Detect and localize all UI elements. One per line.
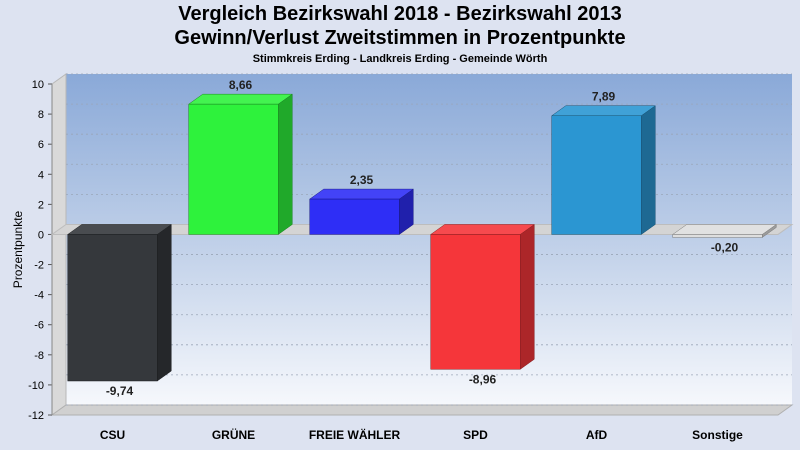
bar-side [641, 105, 656, 235]
data-label: 2,35 [350, 173, 374, 187]
bar [67, 234, 158, 382]
y-tick-label: -12 [28, 410, 44, 422]
x-tick-label: CSU [100, 428, 125, 442]
chart-title: Vergleich Bezirkswahl 2018 - Bezirkswahl… [178, 3, 622, 25]
y-tick-label: -2 [34, 260, 44, 272]
bar-top [187, 93, 294, 105]
x-tick-label: SPD [463, 428, 488, 442]
bar [309, 198, 400, 235]
bar [672, 234, 763, 238]
bar-top [671, 224, 778, 235]
left-wall [51, 73, 67, 416]
y-tick-label: -6 [34, 320, 44, 332]
bar-top [550, 105, 657, 116]
floor [50, 404, 794, 416]
bar [430, 234, 521, 370]
y-tick-label: -8 [34, 350, 44, 362]
bar-side [520, 223, 535, 370]
data-label: -8,96 [469, 372, 497, 386]
data-label: -9,74 [106, 384, 134, 398]
chart-subtitle: Gewinn/Verlust Zweitstimmen in Prozentpu… [174, 27, 626, 49]
y-tick-label: 0 [38, 229, 44, 241]
y-tick-label: 4 [38, 169, 44, 181]
x-tick-label: AfD [586, 428, 608, 442]
bar-side [278, 93, 293, 235]
x-tick-label: FREIE WÄHLER [309, 427, 401, 442]
x-tick-label: Sonstige [692, 428, 743, 442]
data-label: 7,89 [592, 90, 616, 104]
bar-top [66, 224, 173, 235]
bar-side [157, 223, 172, 382]
y-tick-label: 6 [38, 139, 44, 151]
x-tick-label: GRÜNE [212, 427, 255, 442]
bar [188, 103, 279, 235]
y-tick-label: 2 [38, 199, 44, 211]
bar-top [429, 224, 536, 235]
y-tick-label: -4 [34, 290, 44, 302]
plot-background [66, 74, 792, 405]
data-label: 8,66 [229, 78, 253, 92]
data-label: -0,20 [711, 240, 739, 254]
bar [551, 115, 642, 235]
y-tick-label: -10 [28, 380, 44, 392]
y-axis-label: Prozentpunkte [11, 210, 25, 288]
y-tick-label: 8 [38, 109, 44, 121]
bar-top [308, 188, 415, 200]
y-tick-label: 10 [32, 79, 44, 91]
chart-subsubtitle: Stimmkreis Erding - Landkreis Erding - G… [252, 53, 548, 65]
